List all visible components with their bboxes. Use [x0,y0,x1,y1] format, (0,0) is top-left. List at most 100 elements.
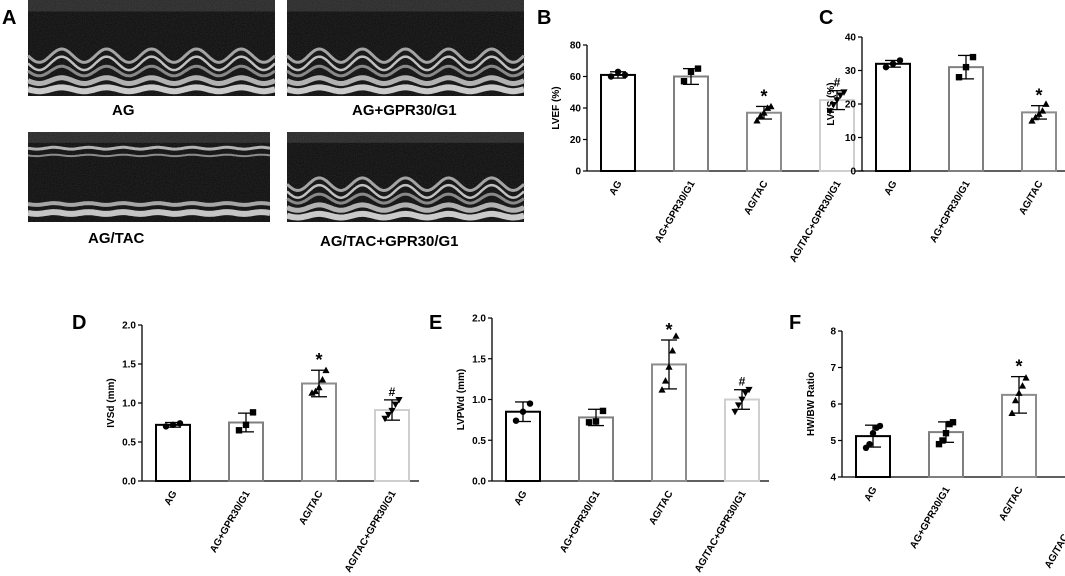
data-point [734,402,743,409]
data-point [896,57,904,64]
x-tick-label: AG [863,485,880,504]
y-axis-label: LVFS (%) [826,82,837,125]
data-point [1011,396,1020,404]
y-tick-label: 20 [845,100,857,111]
y-tick-label: 0.0 [472,477,486,488]
data-point [939,437,946,444]
significance-marker: # [389,385,396,399]
data-point [1038,107,1047,114]
data-point [665,363,673,370]
panel-label-f: F [789,312,801,334]
data-point [767,102,775,110]
data-point [1042,100,1050,107]
data-point [235,427,243,434]
data-point [614,68,622,75]
data-point [599,407,607,415]
data-point [381,415,389,423]
data-point [315,383,323,391]
data-point [512,417,520,424]
data-point [592,418,600,425]
x-tick-label: AG+GPR30/G1 [928,179,973,245]
chart-e: E 0.0 0.5 1.0 1.5 2.0 LVPWd (mm) AG AG+GPR30/G1 *… [429,312,769,574]
significance-marker: # [834,76,841,90]
data-point [1015,389,1023,396]
bar [1021,111,1057,172]
x-tick-label: AG/TAC+GPR30/G1 [788,179,844,265]
data-point [1022,374,1030,381]
data-point [753,117,761,124]
data-point [731,408,739,416]
y-tick-label: 0 [575,167,581,178]
panel-label-c: C [819,7,833,29]
data-point [955,74,963,81]
y-tick-label: 8 [830,327,836,338]
data-point [607,73,615,80]
data-point [946,420,953,428]
data-point [866,440,873,448]
data-point [519,408,527,415]
data-point [384,411,393,419]
data-point [1028,117,1036,124]
x-tick-label: AG/TAC+GPR30/G1 [1043,485,1065,571]
data-point [829,101,838,109]
bar [301,382,337,482]
x-tick-label: AG/TAC [1017,179,1045,217]
data-point [836,92,845,99]
y-tick-label: 4 [830,473,836,484]
data-point [162,423,170,430]
y-tick-label: 30 [845,66,857,77]
y-tick-label: 1.5 [122,360,136,371]
data-point [935,440,943,448]
y-tick-label: 10 [845,133,857,144]
data-point [889,60,897,67]
data-point [869,430,877,437]
y-axis-label: IVSd (mm) [106,378,117,427]
bar [948,66,984,172]
echo-panel: AG AG+GPR30/G1 AG/TAC AG/TAC+GPR30/G1 [26,0,526,250]
data-point [738,396,746,404]
data-point [969,53,977,61]
x-tick-label: AG/TAC [742,179,770,217]
x-tick-label: AG+GPR30/G1 [208,489,253,555]
bar [673,75,709,172]
data-point [658,386,666,393]
y-tick-label: 20 [570,135,582,146]
data-point [1031,113,1040,121]
y-tick-label: 0.5 [472,436,486,447]
significance-marker: * [760,86,767,106]
x-tick-label: AG [163,489,180,508]
data-point [242,421,250,429]
data-point [1018,382,1027,389]
x-tick-label: AG/TAC [997,485,1025,523]
data-point [388,407,396,415]
significance-marker: * [665,320,672,340]
y-tick-label: 1.5 [472,354,486,365]
echo-image-1: AG [26,0,277,119]
panel-label-d: D [72,312,86,334]
data-point [395,397,403,404]
data-point [311,387,320,395]
x-tick-label: AG [883,179,900,198]
significance-marker: * [1015,357,1022,377]
y-tick-label: 2.0 [122,321,136,332]
data-point [672,332,680,339]
panel-label-e: E [429,312,442,334]
significance-marker: * [1035,86,1042,106]
echo-caption: AG/TAC+GPR30/G1 [320,233,459,250]
x-tick-label: AG+GPR30/G1 [558,489,603,555]
bar [155,423,191,482]
panel-label-b: B [537,7,551,29]
echo-image-4: AG/TAC+GPR30/G1 [285,132,526,250]
x-tick-label: AG/TAC [297,489,325,527]
data-point [760,109,768,116]
data-point [840,89,848,96]
y-tick-label: 0.0 [122,477,136,488]
x-tick-label: AG/TAC [647,489,675,527]
bar [875,62,911,172]
data-point [694,65,702,72]
y-tick-label: 2.0 [472,314,486,325]
data-point [526,400,534,407]
